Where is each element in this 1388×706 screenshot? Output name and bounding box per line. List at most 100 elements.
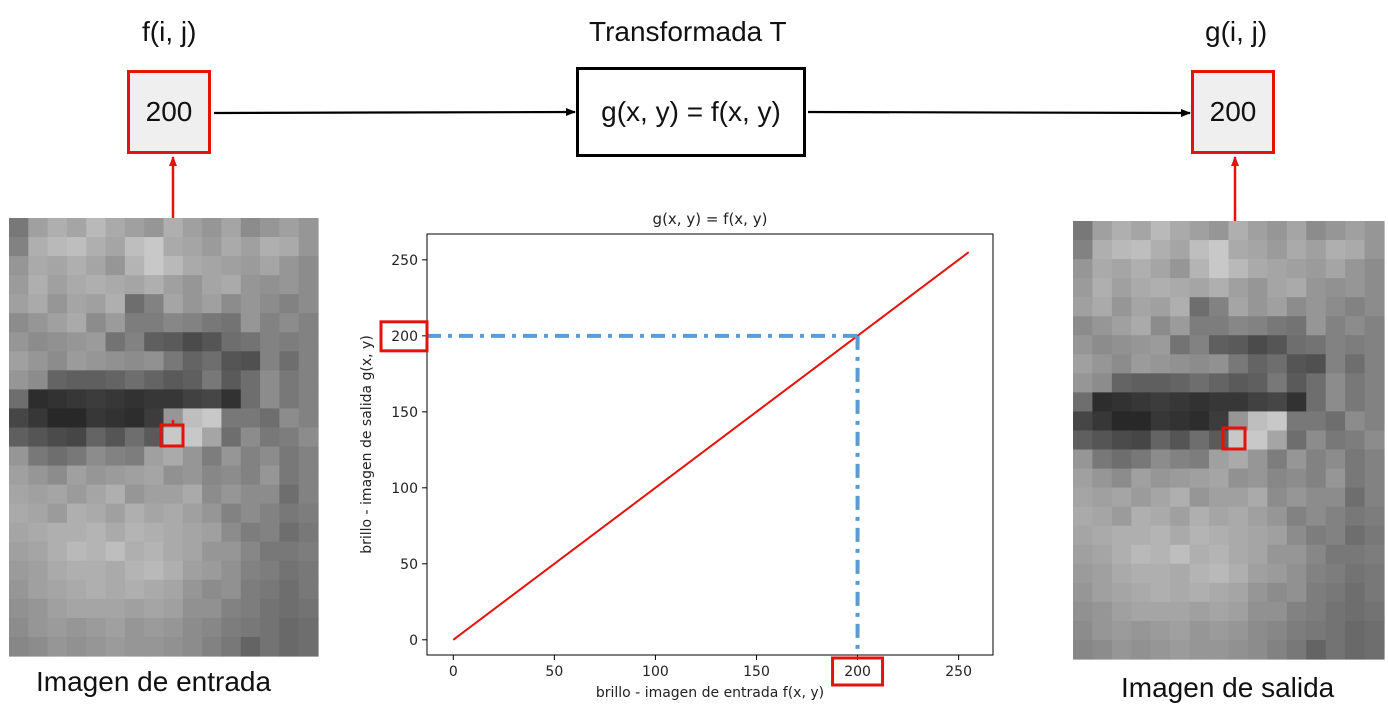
- input-image-pixel: [124, 218, 145, 238]
- output-image-pixel: [1345, 259, 1366, 279]
- output-image-pixel: [1306, 430, 1327, 451]
- output-image-pixel: [1345, 468, 1366, 489]
- output-image-pixel: [1325, 373, 1346, 393]
- input-image-pixel: [47, 541, 68, 562]
- output-image-pixel: [1189, 487, 1210, 508]
- input-image-pixel: [28, 332, 49, 352]
- output-image-pixel: [1228, 620, 1249, 641]
- output-image-pixel: [1228, 297, 1249, 317]
- output-image-pixel: [1111, 278, 1132, 298]
- output-image-pixel: [1286, 544, 1307, 565]
- y-axis-ticks: 0 50 100 150 200 250: [391, 253, 427, 649]
- input-image-pixel: [221, 237, 242, 257]
- output-image-pixel: [1364, 449, 1385, 470]
- input-image-pixel: [182, 237, 203, 257]
- input-image-pixel: [221, 522, 242, 543]
- input-image-pixel: [124, 332, 145, 352]
- output-image-pixel: [1150, 392, 1171, 413]
- output-image-pixel: [1247, 221, 1268, 241]
- input-image-pixel: [163, 522, 184, 543]
- output-image-pixel: [1209, 335, 1230, 355]
- input-image-pixel: [298, 427, 319, 448]
- output-image-pixel: [1325, 354, 1346, 374]
- input-image-pixel: [298, 275, 319, 295]
- input-image-pixel: [28, 256, 49, 276]
- input-image-pixel: [298, 522, 319, 543]
- output-image-pixel: [1306, 601, 1327, 622]
- input-image-pixel: [9, 351, 29, 371]
- input-image-pixel: [260, 446, 280, 467]
- output-image-pixel: [1325, 544, 1346, 565]
- input-image-pixel: [124, 522, 145, 543]
- output-image-pixel: [1131, 639, 1152, 660]
- output-image-pixel: [1345, 411, 1366, 432]
- input-image-pixel: [105, 522, 126, 543]
- output-image-pixel: [1286, 373, 1307, 393]
- input-image-pixel: [144, 237, 165, 257]
- output-image-pixel: [1073, 563, 1094, 584]
- output-image-pixel: [1150, 373, 1171, 393]
- input-image-pixel: [182, 389, 203, 410]
- output-image-pixel: [1150, 544, 1171, 565]
- input-image-pixel: [221, 446, 242, 467]
- input-image-pixel: [86, 408, 107, 429]
- input-image-pixel: [124, 370, 145, 390]
- input-image-pixel: [105, 237, 126, 257]
- input-image-pixel: [279, 408, 300, 429]
- output-image-pixel: [1306, 335, 1327, 355]
- output-image-pixel: [1267, 335, 1288, 355]
- output-image-pixel: [1131, 582, 1152, 603]
- input-image-pixel: [260, 313, 280, 333]
- output-image-pixel: [1073, 525, 1094, 546]
- output-image-pixel: [1364, 639, 1385, 660]
- input-image-pixel: [124, 579, 145, 600]
- output-image-pixel: [1364, 240, 1385, 260]
- input-image-pixel: [47, 503, 68, 524]
- output-image-pixel: [1073, 487, 1094, 508]
- input-image-pixel: [163, 446, 184, 467]
- input-image-pixel: [260, 560, 280, 581]
- input-image-pixel: [124, 617, 145, 638]
- input-image-pixel: [260, 332, 280, 352]
- output-image-pixel: [1228, 468, 1249, 489]
- input-image-pixel: [260, 484, 280, 505]
- output-image-pixel: [1189, 259, 1210, 279]
- output-image-pixel: [1345, 430, 1366, 451]
- input-image-pixel: [182, 598, 203, 619]
- input-image-pixel: [47, 313, 68, 333]
- output-image-pixel: [1092, 506, 1113, 527]
- output-image-pixel: [1364, 506, 1385, 527]
- output-image-pixel: [1247, 468, 1268, 489]
- input-image-pixel: [260, 465, 280, 486]
- output-image-pixel: [1073, 449, 1094, 470]
- output-image-pixel: [1286, 316, 1307, 336]
- output-image-pixel: [1189, 563, 1210, 584]
- input-image-pixel: [202, 446, 223, 467]
- input-image-pixel: [28, 598, 49, 619]
- input-image-pixel: [279, 313, 300, 333]
- input-image-pixel: [182, 313, 203, 333]
- input-image-pixel: [66, 237, 87, 257]
- output-image-pixel: [1189, 449, 1210, 470]
- output-image-pixel: [1209, 373, 1230, 393]
- output-image-pixel: [1306, 316, 1327, 336]
- input-image-pixel: [279, 294, 300, 314]
- output-image-pixel: [1325, 392, 1346, 413]
- output-image-pixel: [1073, 430, 1094, 451]
- input-image-pixel: [124, 389, 145, 410]
- input-image-pixel: [124, 503, 145, 524]
- input-image-pixel: [9, 256, 29, 276]
- input-image-pixel: [298, 446, 319, 467]
- input-image-pixel: [221, 541, 242, 562]
- output-image-pixel: [1286, 506, 1307, 527]
- input-image-pixel: [260, 408, 280, 429]
- input-image-pixel: [240, 465, 261, 486]
- input-image-pixel: [86, 541, 107, 562]
- input-image-pixel: [279, 617, 300, 638]
- output-image-pixel: [1111, 392, 1132, 413]
- output-image-pixel: [1111, 373, 1132, 393]
- output-image-pixel: [1073, 544, 1094, 565]
- input-image-pixel: [66, 427, 87, 448]
- input-image-pixel: [144, 522, 165, 543]
- output-image-pixel: [1267, 373, 1288, 393]
